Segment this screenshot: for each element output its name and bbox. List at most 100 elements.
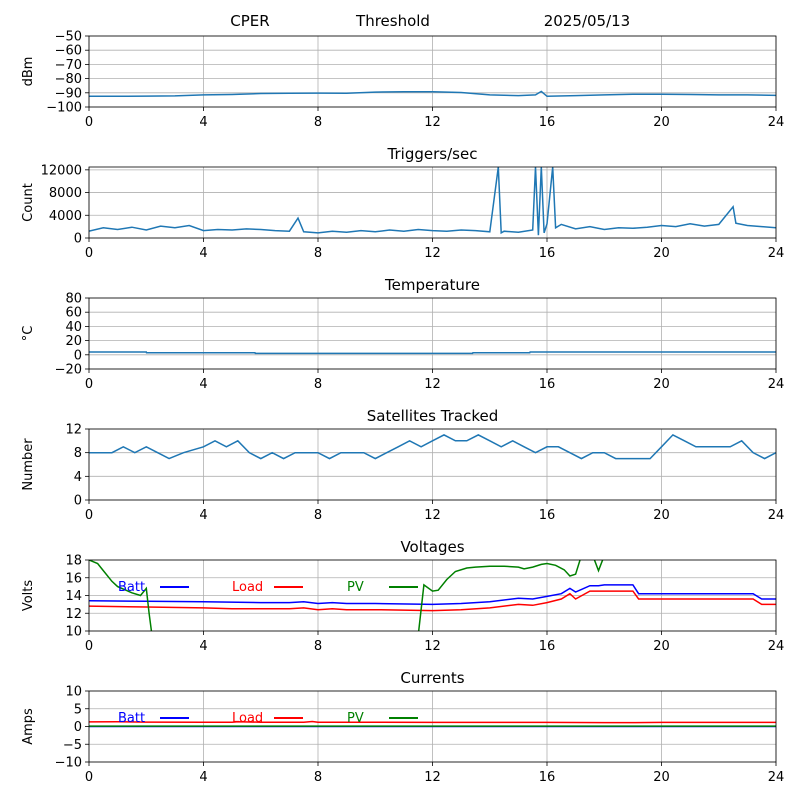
x-tick-label: 8 (314, 508, 322, 523)
y-tick-label: 4000 (49, 209, 82, 224)
x-tick-label: 4 (199, 115, 207, 130)
y-axis-label: Amps (21, 708, 36, 745)
x-tick-label: 12 (424, 770, 441, 785)
x-tick-label: 8 (314, 377, 322, 392)
x-tick-label: 24 (768, 770, 785, 785)
y-tick-label: −50 (55, 30, 82, 45)
x-tick-label: 24 (768, 377, 785, 392)
x-tick-label: 12 (424, 246, 441, 261)
legend-label-batt: Batt (118, 711, 145, 726)
y-tick-label: −20 (55, 363, 82, 378)
y-tick-label: 18 (65, 554, 82, 569)
y-axis-label: °C (21, 326, 36, 342)
series-group (89, 720, 776, 728)
panel-title: Voltages (400, 538, 464, 556)
series-line-load (89, 590, 776, 612)
x-tick-label: 0 (85, 508, 93, 523)
y-tick-label: 20 (65, 334, 82, 349)
panel-title: Temperature (384, 276, 480, 294)
y-tick-label: −80 (55, 72, 82, 87)
series-line-0 (89, 433, 776, 460)
y-tick-label: −5 (63, 738, 82, 753)
y-tick-label: −60 (55, 44, 82, 59)
series-group (89, 167, 776, 236)
y-tick-label: 0 (74, 494, 82, 509)
x-tick-label: 12 (424, 508, 441, 523)
x-tick-label: 20 (653, 246, 670, 261)
header-date: 2025/05/13 (544, 12, 630, 30)
x-tick-label: 20 (653, 377, 670, 392)
legend-label-pv: PV (347, 711, 364, 726)
y-axis-label: Number (21, 438, 36, 491)
x-tick-label: 8 (314, 246, 322, 261)
panel-0: 0 4 8 12 16 20 24 −100−90−80−70−60−50 dBm (21, 30, 784, 131)
header-mode: Threshold (355, 12, 430, 30)
series-group (89, 90, 776, 98)
x-tick-label: 20 (653, 508, 670, 523)
x-tick-label: 20 (653, 770, 670, 785)
x-tick-label: 0 (85, 770, 93, 785)
legend-label-load: Load (232, 580, 263, 595)
y-tick-label: 10 (65, 625, 82, 640)
x-tick-label: 16 (539, 246, 556, 261)
y-tick-label: 5 (74, 702, 82, 717)
x-tick-label: 16 (539, 377, 556, 392)
y-tick-label: −10 (55, 756, 82, 771)
y-tick-label: 14 (65, 589, 82, 604)
x-tick-label: 12 (424, 639, 441, 654)
x-tick-label: 4 (199, 377, 207, 392)
panel-1: 0 4 8 12 16 20 24 0 4000 8000 12000 Triggers/sec Cou… (21, 145, 784, 261)
x-tick-label: 24 (768, 639, 785, 654)
y-tick-label: 80 (65, 292, 82, 307)
x-tick-label: 8 (314, 770, 322, 785)
y-tick-label: 4 (74, 470, 82, 485)
x-tick-label: 16 (539, 639, 556, 654)
x-tick-label: 24 (768, 508, 785, 523)
x-tick-label: 4 (199, 508, 207, 523)
x-tick-label: 16 (539, 508, 556, 523)
x-tick-label: 8 (314, 639, 322, 654)
x-tick-label: 0 (85, 115, 93, 130)
series-line-batt (89, 584, 776, 606)
legend-label-pv: PV (347, 580, 364, 595)
y-tick-label: 60 (65, 306, 82, 321)
series-line-0 (89, 90, 776, 98)
y-tick-label: 12000 (41, 163, 82, 178)
panel-title: Satellites Tracked (367, 407, 498, 425)
y-axis-label: Volts (21, 580, 36, 612)
series-group (89, 351, 776, 355)
y-axis-label: Count (21, 183, 36, 222)
x-tick-label: 12 (424, 377, 441, 392)
y-tick-label: 12 (65, 607, 82, 622)
panel-3: 0 4 8 12 16 20 24 0 4 8 12 Satellites Tracked Number (21, 407, 784, 523)
panel-title: Triggers/sec (387, 145, 478, 163)
legend-label-load: Load (232, 711, 263, 726)
x-tick-label: 24 (768, 246, 785, 261)
y-tick-label: 8000 (49, 186, 82, 201)
x-tick-label: 0 (85, 377, 93, 392)
panel-5: 0 4 8 12 16 20 24 −10 −5 0 5 10 Currents Amps Batt Load… (21, 669, 784, 785)
x-tick-label: 20 (653, 115, 670, 130)
x-tick-label: 8 (314, 115, 322, 130)
y-tick-label: −90 (55, 86, 82, 101)
x-tick-label: 4 (199, 639, 207, 654)
panel-4: 0 4 8 12 16 20 24 10 12 14 16 18 Voltages Volts Batt Lo… (21, 538, 784, 654)
series-line-load (89, 720, 776, 724)
y-tick-label: 8 (74, 446, 82, 461)
legend-label-batt: Batt (118, 580, 145, 595)
x-tick-label: 24 (768, 115, 785, 130)
y-tick-label: 0 (74, 348, 82, 363)
y-tick-label: −70 (55, 58, 82, 73)
y-axis-label: dBm (21, 57, 36, 87)
y-tick-label: 0 (74, 720, 82, 735)
series-line-0 (89, 351, 776, 355)
x-tick-label: 4 (199, 770, 207, 785)
x-tick-label: 16 (539, 115, 556, 130)
series-group (89, 433, 776, 460)
y-tick-label: 12 (65, 423, 82, 438)
x-tick-label: 4 (199, 246, 207, 261)
header-station: CPER (230, 12, 269, 30)
x-tick-label: 0 (85, 246, 93, 261)
